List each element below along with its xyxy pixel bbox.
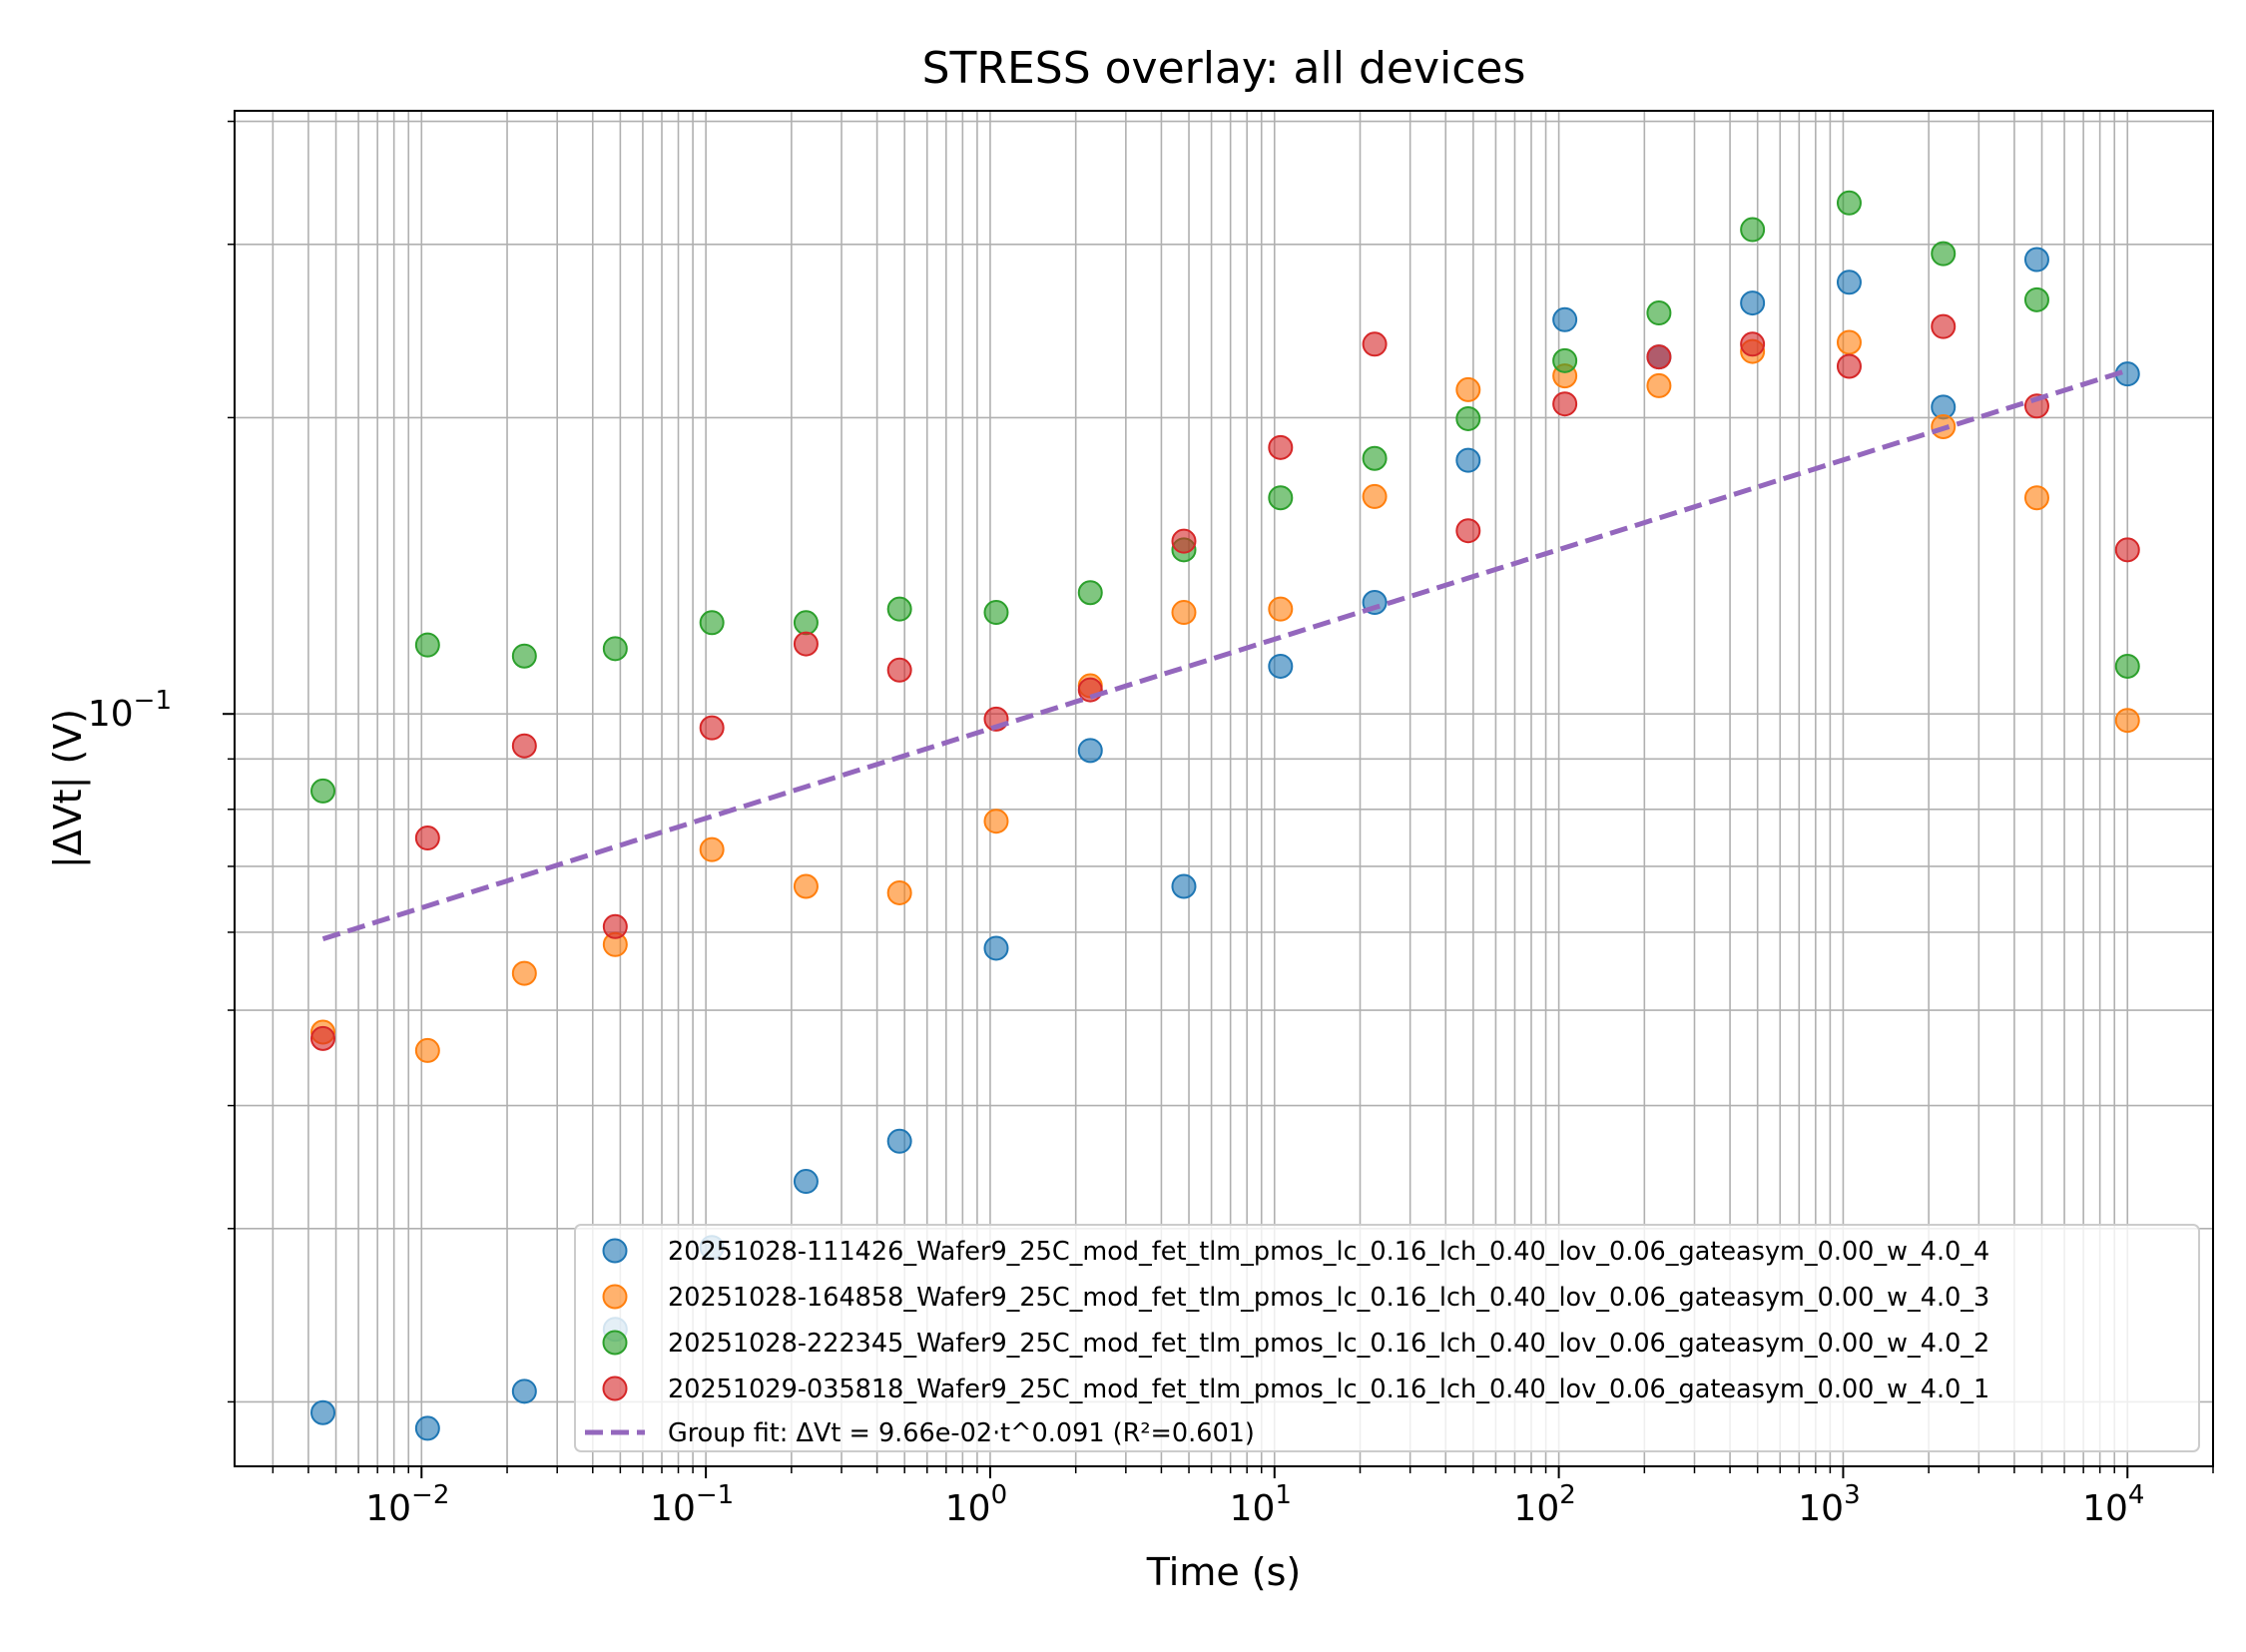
data-point xyxy=(1646,300,1672,326)
data-point xyxy=(1362,445,1388,471)
x-tick-label: 103 xyxy=(1798,1480,1860,1529)
data-point xyxy=(2114,653,2140,679)
data-point xyxy=(1836,329,1862,355)
data-point xyxy=(1552,391,1578,417)
legend-label: 20251028-222345_Wafer9_25C_mod_fet_tlm_p… xyxy=(668,1329,1989,1359)
data-point xyxy=(1455,376,1481,402)
data-point xyxy=(1740,290,1766,316)
data-point xyxy=(699,715,725,741)
data-point xyxy=(1836,353,1862,379)
data-point xyxy=(699,836,725,862)
data-point xyxy=(983,600,1009,626)
data-point xyxy=(793,631,819,657)
data-point xyxy=(2114,537,2140,563)
legend-marker xyxy=(602,1238,628,1264)
data-point xyxy=(511,733,537,759)
y-axis-label: |ΔVt| (V) xyxy=(46,709,91,868)
data-point xyxy=(414,632,440,658)
data-point xyxy=(310,778,336,804)
data-point xyxy=(2023,247,2049,273)
data-point xyxy=(2114,708,2140,734)
data-points xyxy=(310,190,2140,1441)
data-point xyxy=(310,1399,336,1425)
legend-label: 20251028-111426_Wafer9_25C_mod_fet_tlm_p… xyxy=(668,1237,1989,1267)
data-point xyxy=(793,1169,819,1195)
x-tick-label: 100 xyxy=(945,1480,1007,1529)
legend-label: 20251029-035818_Wafer9_25C_mod_fet_tlm_p… xyxy=(668,1375,1989,1404)
data-point xyxy=(699,610,725,636)
legend-fit-label: Group fit: ΔVt = 9.66e-02·t^0.091 (R²=0.… xyxy=(668,1418,1255,1448)
chart-title: STRESS overlay: all devices xyxy=(922,43,1526,94)
fit-line-layer xyxy=(321,367,2129,941)
data-point xyxy=(2023,485,2049,511)
data-point xyxy=(511,1378,537,1404)
data-point xyxy=(1931,313,1957,339)
data-point xyxy=(1931,241,1957,267)
x-tick-label: 10−1 xyxy=(650,1480,734,1529)
data-point xyxy=(414,1037,440,1063)
data-point xyxy=(1740,331,1766,357)
plot-frame xyxy=(234,110,2214,1467)
data-point xyxy=(1268,653,1294,679)
legend-label: 20251028-164858_Wafer9_25C_mod_fet_tlm_p… xyxy=(668,1283,1989,1313)
x-tick-label: 102 xyxy=(1513,1480,1575,1529)
data-point xyxy=(1171,873,1197,899)
x-tick-label: 104 xyxy=(2082,1480,2144,1529)
data-point xyxy=(1552,306,1578,332)
legend-marker xyxy=(602,1330,628,1356)
data-point xyxy=(886,879,912,905)
data-point xyxy=(1077,738,1103,764)
data-point xyxy=(1646,344,1672,370)
data-point xyxy=(1455,447,1481,473)
data-point xyxy=(1836,190,1862,216)
data-point xyxy=(1171,600,1197,626)
data-point xyxy=(602,636,628,662)
legend-marker xyxy=(602,1284,628,1310)
data-point xyxy=(886,657,912,683)
data-point xyxy=(1455,518,1481,544)
fit-line xyxy=(321,367,2129,941)
legend: 20251028-111426_Wafer9_25C_mod_fet_tlm_p… xyxy=(574,1224,2200,1452)
data-point xyxy=(414,1415,440,1441)
data-point xyxy=(886,1128,912,1154)
legend-box xyxy=(574,1224,2200,1452)
data-point xyxy=(793,610,819,636)
series-3 xyxy=(310,190,2140,804)
data-point xyxy=(602,913,628,939)
data-point xyxy=(983,809,1009,834)
legend-marker xyxy=(602,1376,628,1401)
axis-ticks xyxy=(223,120,2214,1478)
data-point xyxy=(1455,405,1481,431)
data-point xyxy=(1268,485,1294,511)
axis-labels: STRESS overlay: all devices Time (s) |ΔV… xyxy=(46,43,2144,1594)
data-point xyxy=(1362,331,1388,357)
series-4 xyxy=(310,313,2140,1051)
x-tick-label: 10−2 xyxy=(365,1480,449,1529)
data-point xyxy=(1740,217,1766,243)
data-point xyxy=(886,596,912,622)
data-point xyxy=(983,935,1009,961)
data-point xyxy=(1268,596,1294,622)
data-point xyxy=(1268,434,1294,460)
data-point xyxy=(2023,286,2049,312)
x-tick-label: 101 xyxy=(1230,1480,1292,1529)
x-axis-label: Time (s) xyxy=(1146,1550,1302,1594)
data-point xyxy=(1362,483,1388,509)
data-point xyxy=(414,826,440,851)
data-point xyxy=(511,643,537,669)
data-point xyxy=(793,873,819,899)
data-point xyxy=(1646,372,1672,398)
data-point xyxy=(1077,580,1103,606)
data-point xyxy=(310,1025,336,1051)
y-tick-label: 10−1 xyxy=(88,686,172,735)
data-point xyxy=(1171,528,1197,554)
data-point xyxy=(1836,270,1862,295)
data-point xyxy=(1077,677,1103,703)
data-point xyxy=(1552,347,1578,373)
data-point xyxy=(511,960,537,986)
